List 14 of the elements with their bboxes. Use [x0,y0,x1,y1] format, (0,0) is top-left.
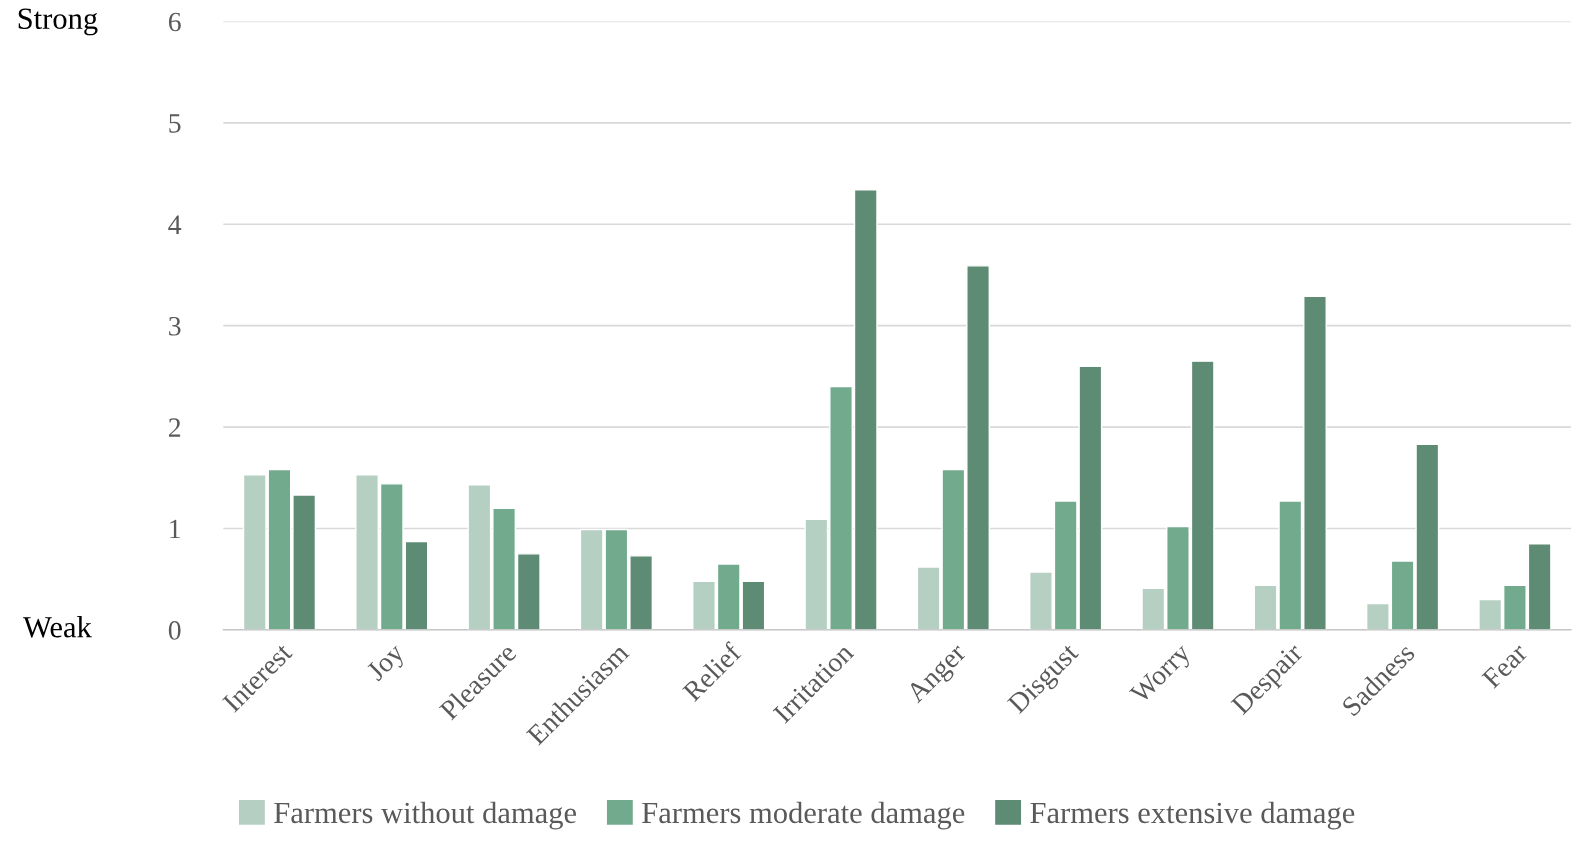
y-tick-label: 0 [168,621,181,640]
legend-label: Farmers without damage [274,801,577,830]
text: Weak [23,616,92,638]
legend-label: Farmers moderate damage [642,801,965,830]
y-tick-label: 3 [169,316,181,336]
text: Strong [18,8,98,36]
legend-label: Farmers extensive damage [1030,801,1355,830]
y-tick-label: 5 [169,114,181,133]
y-tick-label: 2 [168,418,181,437]
y-tick-label: 4 [168,215,182,234]
y-tick-label: 6 [168,12,181,32]
x-tick-label: Fear [1481,641,1529,690]
x-tick-label: Joy [365,641,410,686]
y-tick-label: 1 [170,519,180,539]
